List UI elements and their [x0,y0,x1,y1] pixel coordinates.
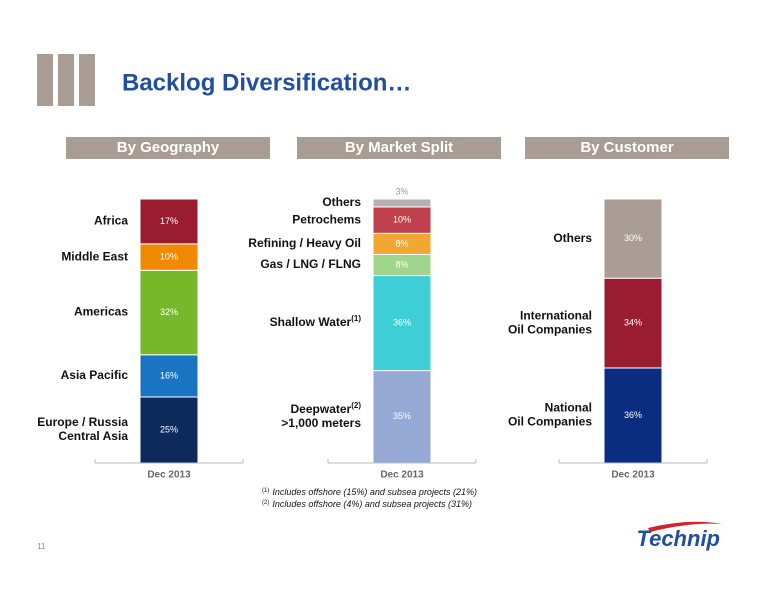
series-label: Refining / Heavy Oil [248,236,361,250]
bar-segment [139,198,199,245]
value-label: 10% [393,214,411,224]
value-label: 8% [395,259,408,269]
footnote: (1) Includes offshore (15%) and subsea pr… [262,487,477,497]
panel-title: By Geography [117,139,220,156]
series-label: Gas / LNG / FLNG [260,257,361,271]
page-number: 11 [37,542,46,551]
logo: Technip [636,521,722,551]
series-label: Americas [74,305,128,319]
series-label: Oil Companies [508,415,592,429]
series-label-text: Deepwater [291,402,352,416]
footnote-text: Includes offshore (4%) and subsea projec… [272,499,472,509]
panel-title: By Customer [580,139,674,156]
series-label: Petrochems [292,212,361,226]
series-note: (2) [351,400,361,409]
series-label-text: Shallow Water [270,315,352,329]
value-label: 8% [395,238,408,248]
deco-bar [37,54,53,106]
footnote: (2) Includes offshore (4%) and subsea pro… [262,499,472,509]
bar-segment [603,198,663,279]
series-label: Shallow Water(1) [270,314,362,330]
panel-header [297,137,501,159]
value-label: 25% [160,424,178,434]
footnote-mark: (2) [262,500,269,506]
value-label: 30% [624,233,642,243]
value-label: 34% [624,317,642,327]
panel-header [525,137,729,159]
x-tick-label: Dec 2013 [147,470,191,481]
series-label: Others [553,231,592,245]
series-label: Central Asia [58,429,128,443]
series-label: Oil Companies [508,322,592,336]
value-label: 16% [160,370,178,380]
series-label: >1,000 meters [281,416,361,430]
value-label: 36% [624,410,642,420]
logo-swoosh [648,521,722,532]
x-tick-label: Dec 2013 [611,470,655,481]
value-label: 10% [160,251,178,261]
series-label: Middle East [61,249,128,263]
bar-segment [139,269,199,356]
value-label: 35% [393,411,411,421]
series-label: Africa [94,214,128,228]
series-label: Others [322,195,361,209]
slide-title: Backlog Diversification… [122,69,411,96]
deco-bar [79,54,95,106]
logo-text: Technip [636,526,720,551]
value-label: 36% [393,317,411,327]
series-label: Deepwater(2) [291,400,362,416]
series-label: National [545,401,592,415]
panel-header [66,137,270,159]
bar-segment [372,198,432,208]
value-label: 17% [160,216,178,226]
bar-segment [139,396,199,464]
deco-bar [58,54,74,106]
title-decoration [37,54,95,106]
footnote-mark: (1) [262,488,269,494]
panel-title: By Market Split [345,139,453,156]
x-tick-label: Dec 2013 [380,470,424,481]
series-label: Asia Pacific [61,368,129,382]
footnote-text: Includes offshore (15%) and subsea proje… [272,487,477,497]
value-label: 32% [160,307,178,317]
bar-segment [139,243,199,271]
series-label: International [520,308,592,322]
series-note: (1) [351,314,361,323]
series-label: Europe / Russia [37,415,128,429]
value-label: 3% [395,186,408,196]
bar-segment [372,370,432,464]
